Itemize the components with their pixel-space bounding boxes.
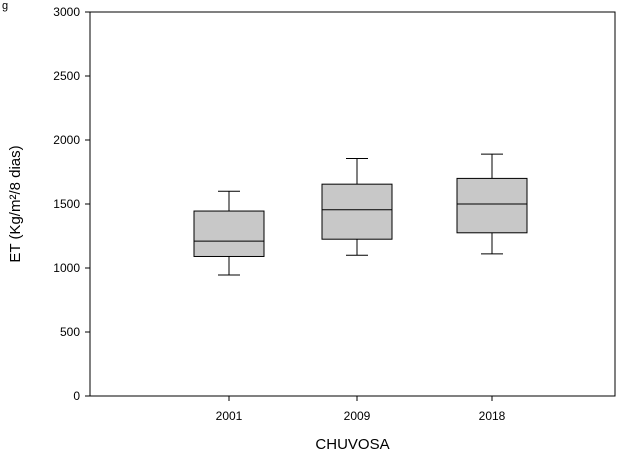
- iqr-box: [193, 210, 265, 257]
- x-axis: 2001 2009 2018: [216, 396, 506, 423]
- box-2018: [456, 153, 528, 255]
- y-tick-label: 500: [60, 325, 80, 339]
- y-tick-label: 1500: [53, 197, 80, 211]
- y-axis-label: ET (Kg/m²/8 dias): [7, 145, 24, 262]
- corner-mark: g: [2, 0, 8, 12]
- x-tick-label: 2018: [479, 409, 506, 423]
- box-2001: [193, 190, 265, 276]
- y-axis: 0 500 1000 1500 2000 2500 3000: [53, 5, 90, 403]
- y-tick-label: 2500: [53, 69, 80, 83]
- x-axis-label: CHUVOSA: [315, 436, 389, 453]
- x-tick-label: 2001: [216, 409, 243, 423]
- y-tick-label: 1000: [53, 261, 80, 275]
- iqr-box: [321, 183, 393, 240]
- x-tick-label: 2009: [344, 409, 371, 423]
- y-tick-label: 0: [73, 389, 80, 403]
- iqr-box: [456, 177, 528, 234]
- boxes: [193, 153, 528, 276]
- y-tick-label: 3000: [53, 5, 80, 19]
- y-tick-label: 2000: [53, 133, 80, 147]
- box-2009: [321, 158, 393, 256]
